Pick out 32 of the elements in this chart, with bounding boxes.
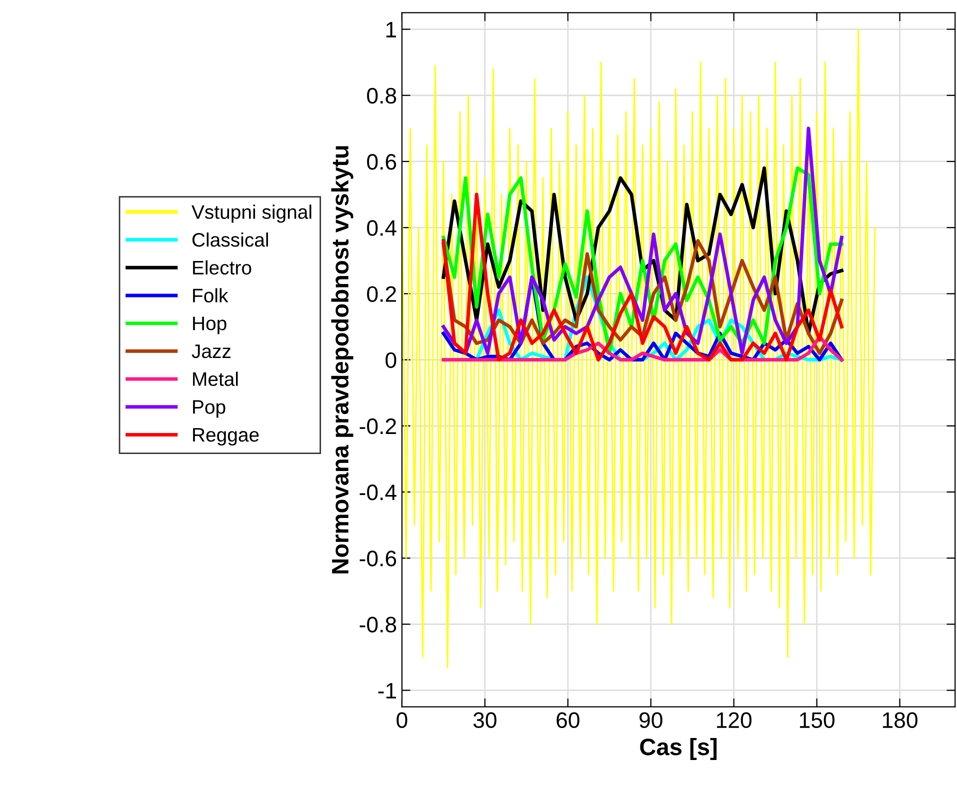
- y-tick-label: 0.4: [367, 220, 396, 236]
- line-series: [442, 192, 844, 362]
- y-tick-label: 0: [386, 352, 396, 368]
- y-tick-label: -1: [378, 683, 396, 698]
- legend-label: Jazz: [192, 344, 230, 358]
- y-tick-label: -0.8: [360, 616, 396, 632]
- y-tick-label: 1: [386, 22, 396, 38]
- x-tick-label: 60: [556, 712, 580, 728]
- x-tick-label: 120: [716, 712, 752, 728]
- y-tick-label: 0.8: [367, 88, 396, 104]
- y-axis-title: Normovana pravdepodobnost vyskytu: [331, 146, 354, 574]
- x-tick-label: 90: [640, 712, 662, 728]
- legend-label: Electro: [193, 260, 252, 275]
- legend-label: Metal: [193, 372, 238, 386]
- y-tick-label: -0.4: [360, 484, 396, 500]
- legend-label: Vstupni signal: [192, 204, 312, 223]
- y-tick-label: 0.6: [367, 154, 396, 170]
- x-tick-label: 30: [473, 712, 496, 728]
- y-tick-label: 0.2: [367, 286, 396, 302]
- legend-label: Folk: [193, 288, 228, 302]
- y-tick-label: -0.6: [360, 550, 396, 566]
- x-axis-title: Cas [s]: [640, 738, 717, 760]
- legend-label: Classical: [192, 232, 268, 247]
- legend-label: Hop: [193, 316, 226, 334]
- legend-label: Reggae: [193, 428, 259, 446]
- y-tick-label: -0.2: [360, 418, 396, 434]
- line-series: [442, 126, 844, 355]
- x-tick-label: 150: [800, 712, 834, 728]
- x-tick-label: 180: [882, 712, 918, 728]
- line-series: [402, 28, 876, 668]
- legend-label: Pop: [193, 400, 226, 418]
- x-tick-label: 0: [396, 712, 408, 728]
